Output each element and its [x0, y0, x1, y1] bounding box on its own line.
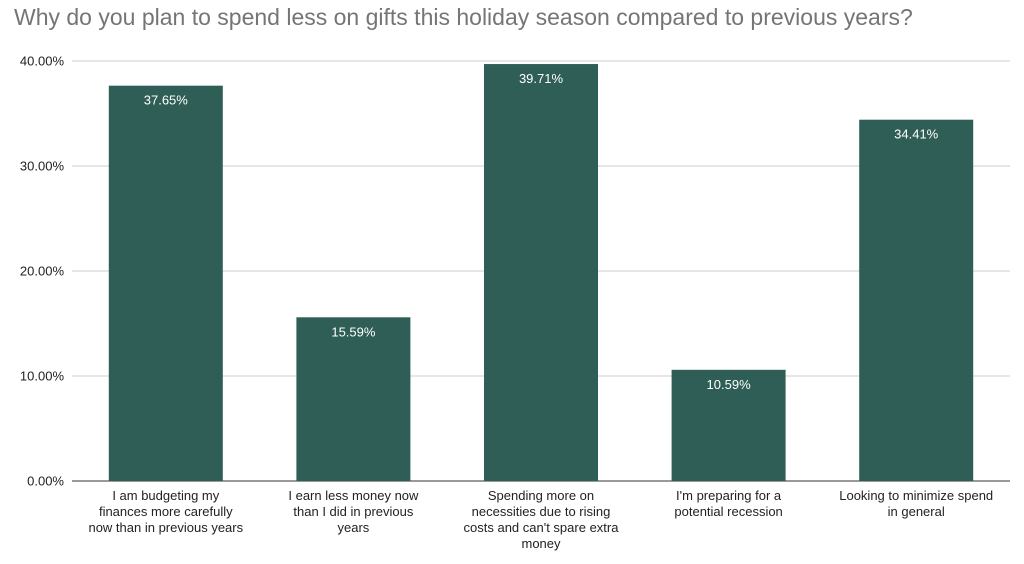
labels: 0.00% 10.00% 20.00% 30.00% 40.00% 37.65% I am …	[20, 54, 993, 552]
data-label: 10.59%	[707, 377, 752, 392]
category-label: Spending more on necessities due to risin…	[464, 488, 620, 551]
y-tick-label: 40.00%	[20, 54, 65, 69]
bar	[484, 64, 598, 482]
data-label: 15.59%	[331, 324, 376, 339]
bar	[671, 369, 786, 481]
category-label: I am budgeting my finances more carefully…	[88, 488, 243, 535]
chart-title: Why do you plan to spend less on gifts t…	[14, 4, 913, 30]
y-tick-label: 30.00%	[20, 159, 65, 174]
data-label: 37.65%	[144, 93, 189, 108]
bar	[859, 119, 974, 481]
category-label: I earn less money now than I did in previ…	[288, 488, 419, 535]
bars	[108, 64, 974, 482]
y-tick-label: 10.00%	[20, 369, 65, 384]
bar	[296, 317, 411, 481]
data-label: 34.41%	[894, 127, 939, 142]
y-tick-label: 20.00%	[20, 264, 65, 279]
bar	[108, 85, 223, 482]
data-label: 39.71%	[519, 71, 564, 86]
y-tick-label: 0.00%	[27, 474, 64, 489]
category-label: Looking to minimize spend in general	[839, 488, 993, 519]
category-label: I'm preparing for a potential recession	[674, 488, 782, 519]
